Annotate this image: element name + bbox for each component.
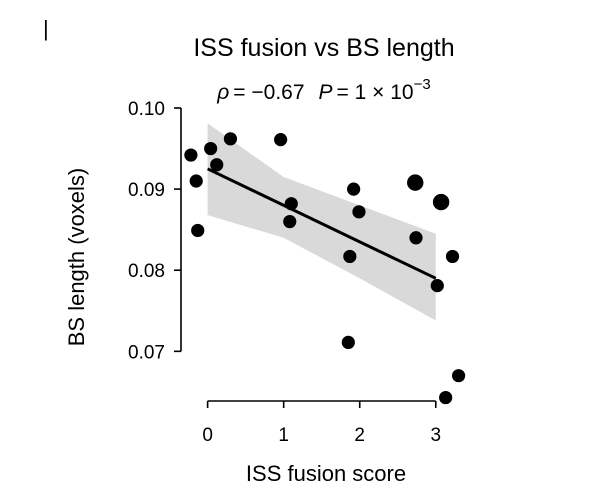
y-axis-label: BS length (voxels) bbox=[64, 168, 89, 347]
fit-line-layer bbox=[206, 167, 437, 280]
data-point bbox=[274, 133, 288, 147]
data-point bbox=[407, 174, 424, 191]
x-axis-ticks: 0 1 2 3 bbox=[202, 401, 441, 446]
data-point bbox=[284, 197, 298, 211]
data-point bbox=[223, 132, 238, 146]
rho-value: = −0.67 bbox=[233, 81, 304, 104]
chart-subtitle-stats: ρ = −0.67 P = 1 × 10−3 bbox=[216, 76, 430, 104]
data-point bbox=[445, 249, 460, 264]
data-points bbox=[184, 132, 466, 405]
x-tick-label: 3 bbox=[430, 425, 441, 446]
data-point bbox=[352, 205, 366, 219]
data-point bbox=[451, 369, 466, 383]
y-tick-label: 0.09 bbox=[128, 180, 165, 201]
regression-line bbox=[206, 167, 437, 280]
data-point bbox=[439, 390, 453, 405]
data-point bbox=[210, 158, 224, 172]
chart-title: ISS fusion vs BS length bbox=[193, 34, 454, 62]
data-point bbox=[191, 223, 205, 238]
data-point bbox=[283, 214, 297, 229]
data-point bbox=[347, 182, 361, 196]
data-point bbox=[341, 335, 355, 350]
y-axis-ticks: 0.07 0.08 0.09 0.10 bbox=[128, 99, 181, 363]
y-tick-label: 0.10 bbox=[128, 99, 165, 120]
data-point bbox=[343, 249, 357, 264]
y-tick-label: 0.07 bbox=[128, 342, 165, 363]
x-tick-label: 2 bbox=[354, 425, 365, 446]
p-value: = 1 × 10 bbox=[337, 81, 414, 104]
y-tick-label: 0.08 bbox=[128, 261, 165, 282]
data-point bbox=[430, 279, 444, 293]
data-point bbox=[204, 141, 218, 156]
data-point bbox=[189, 174, 203, 188]
p-symbol: P bbox=[319, 81, 333, 104]
data-point bbox=[432, 193, 450, 211]
data-point bbox=[184, 148, 198, 162]
data-point bbox=[409, 231, 423, 245]
panel-marker: | bbox=[43, 16, 49, 41]
p-exponent: −3 bbox=[414, 76, 431, 93]
x-axis-label: ISS fusion score bbox=[246, 461, 406, 486]
rho-symbol: ρ bbox=[216, 81, 229, 104]
x-tick-label: 0 bbox=[202, 425, 213, 446]
x-tick-label: 1 bbox=[278, 425, 289, 446]
